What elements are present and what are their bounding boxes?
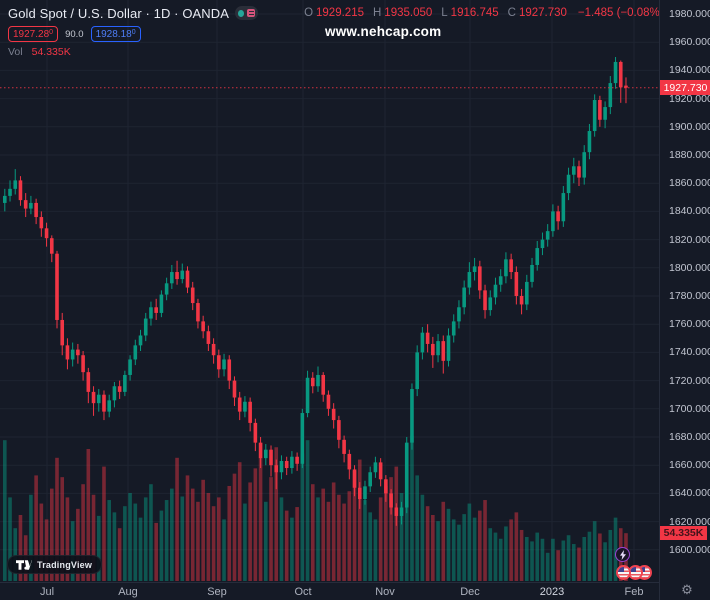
flag-canton xyxy=(618,567,624,572)
ask-price-sup: 0 xyxy=(131,28,136,36)
volume-value: 54.335K xyxy=(31,46,71,58)
price-tick-label: 1860.000 xyxy=(669,177,710,190)
market-status-toggle[interactable] xyxy=(235,6,259,20)
time-tick-label: Sep xyxy=(207,586,227,598)
tradingview-logo[interactable]: TradingView xyxy=(7,555,103,574)
open-label: O xyxy=(304,7,314,19)
price-tick-label: 1780.000 xyxy=(669,290,710,302)
price-tick-label: 1900.000 xyxy=(669,120,710,133)
time-tick-label: Jul xyxy=(39,586,55,598)
price-tick-label: 1600.000 xyxy=(669,543,710,556)
low-label: L xyxy=(441,7,448,19)
ask-price: 1928.18 xyxy=(95,28,132,40)
close-label: C xyxy=(507,7,516,19)
price-tick-label: 1840.000 xyxy=(669,205,710,218)
flag-stripes xyxy=(630,567,641,578)
price-tick-label: 1940.000 xyxy=(669,64,710,77)
us-flag-event-icon[interactable] xyxy=(616,565,631,580)
sell-bid-button[interactable]: 1927.28 0 xyxy=(8,26,59,42)
price-tick-label: 1920.000 xyxy=(669,92,710,105)
buy-ask-button[interactable]: 1928.18 0 xyxy=(90,26,141,42)
lightning-event-icon[interactable] xyxy=(615,547,630,562)
price-tick-label: 1620.000 xyxy=(669,515,710,528)
price-tick-label: 1740.000 xyxy=(669,346,710,359)
candlestick-chart[interactable] xyxy=(0,0,659,581)
price-tick-label: 1700.000 xyxy=(669,402,710,415)
news-list-icon xyxy=(247,9,256,17)
price-tick-label: 1640.000 xyxy=(669,487,710,500)
chart-legend: Gold Spot / U.S. Dollar · 1D · OANDA O 19… xyxy=(8,5,664,58)
low-value: 1916.745 xyxy=(450,7,499,19)
price-axis[interactable]: 1927.730 54.335K ⚙ 1980.000 1960.000 1940.… xyxy=(659,0,710,600)
axis-settings-gear-icon[interactable]: ⚙ xyxy=(681,582,693,597)
time-tick-label: Dec xyxy=(460,586,480,598)
tradingview-tv-icon xyxy=(16,559,32,570)
last-price-label: 1927.730 xyxy=(660,80,710,96)
price-tick-label: 1820.000 xyxy=(669,233,710,246)
price-tick-label: 1880.000 xyxy=(669,149,710,161)
price-tick-label: 1760.000 xyxy=(669,318,710,331)
time-tick-label: Nov xyxy=(375,586,395,598)
bid-price: 1927.28 xyxy=(13,28,50,40)
price-tick-label: 1980.000 xyxy=(669,8,710,20)
price-tick-label: 1660.000 xyxy=(669,459,710,472)
watermark: www.nehcap.com xyxy=(325,24,442,39)
time-tick-label: Aug xyxy=(118,586,138,598)
spread-value: 90.0 xyxy=(65,28,84,40)
market-open-dot-icon xyxy=(238,9,245,17)
time-tick-label: 2023 xyxy=(539,586,565,598)
tradingview-logo-text: TradingView xyxy=(37,559,93,570)
price-tick-label: 1720.000 xyxy=(669,374,710,387)
bid-price-sup: 0 xyxy=(49,28,54,36)
flag-stripes xyxy=(639,567,650,578)
close-value: 1927.730 xyxy=(518,7,567,19)
time-tick-label: Oct xyxy=(294,586,312,598)
price-tick-label: 1680.000 xyxy=(669,431,710,443)
last-volume-label: 54.335K xyxy=(660,526,707,541)
flag-canton xyxy=(630,567,636,572)
volume-label: Vol xyxy=(8,46,23,58)
flag-stripes xyxy=(618,567,629,578)
time-axis[interactable]: Jul Aug Sep Oct Nov Dec 2023 Feb xyxy=(0,582,659,600)
high-label: H xyxy=(372,7,382,19)
time-tick-label: Feb xyxy=(624,586,644,598)
price-tick-label: 1800.000 xyxy=(669,261,710,274)
ohlc-readout: O 1929.215 H 1935.050 L 1916.745 C 1927.730 … xyxy=(304,7,664,19)
open-value: 1929.215 xyxy=(316,7,364,19)
symbol-title[interactable]: Gold Spot / U.S. Dollar · 1D · OANDA xyxy=(8,5,230,21)
high-value: 1935.050 xyxy=(384,7,433,19)
price-tick-label: 1960.000 xyxy=(669,36,710,49)
change-value: −1.485 (−0.08%) xyxy=(577,7,664,19)
